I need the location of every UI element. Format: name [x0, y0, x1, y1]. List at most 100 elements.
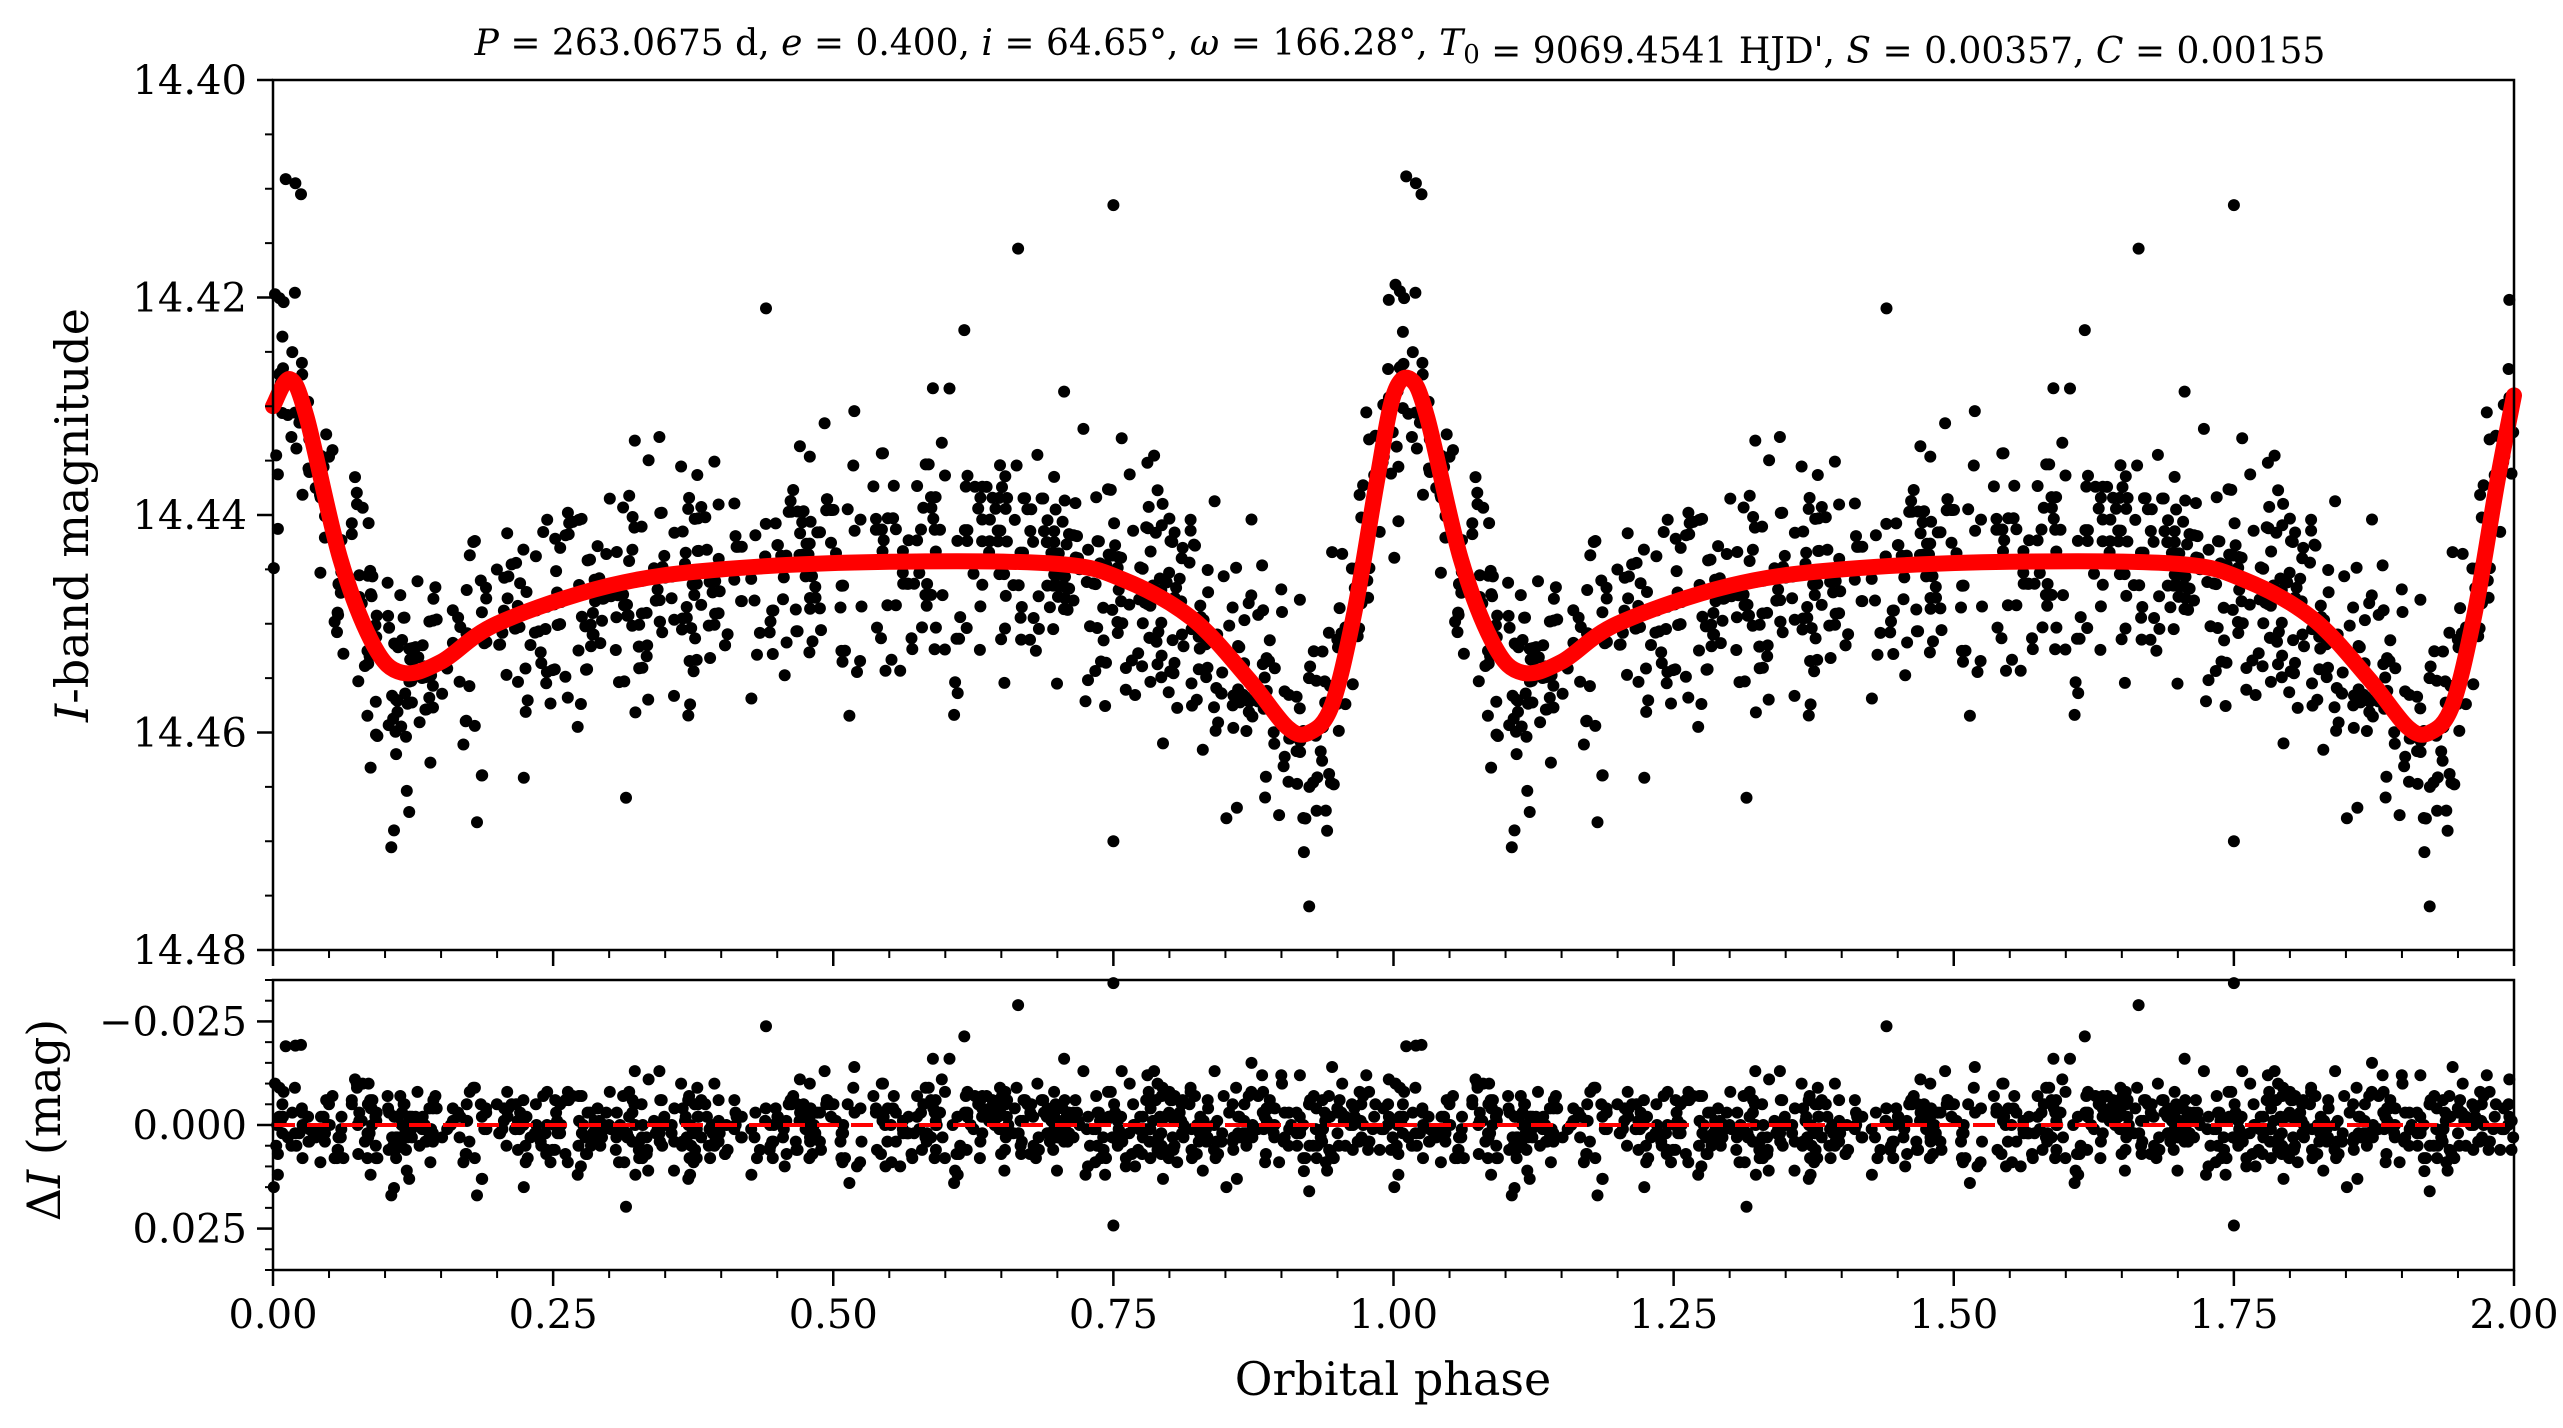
residual-point — [551, 1127, 564, 1140]
data-point — [1032, 590, 1045, 603]
data-point — [2014, 664, 2027, 677]
data-point — [1971, 666, 1984, 678]
residual-point — [2217, 1131, 2230, 1144]
residual-point — [2158, 1106, 2171, 1119]
data-point — [1360, 406, 1373, 419]
residual-point — [1733, 1156, 1746, 1169]
data-point — [683, 655, 696, 667]
residual-point — [2340, 1181, 2353, 1194]
data-point — [1155, 649, 1168, 662]
residual-point — [636, 1119, 649, 1131]
residual-point — [369, 1139, 382, 1152]
residual-point — [841, 1098, 854, 1111]
data-point — [1753, 662, 1766, 675]
data-point — [927, 512, 940, 525]
data-point — [387, 712, 400, 725]
data-point — [2358, 614, 2371, 627]
residual-point — [700, 1110, 713, 1123]
data-point — [2283, 686, 2296, 699]
x-tick-label: 1.50 — [1909, 1292, 1998, 1338]
residual-point — [1196, 1164, 1209, 1177]
residual-point — [1166, 1094, 1179, 1107]
residual-point — [2231, 1135, 2244, 1148]
residual-point — [1856, 1131, 1869, 1144]
data-point — [1774, 594, 1787, 607]
residual-point — [729, 1106, 742, 1119]
data-point — [939, 469, 951, 482]
residual-point — [575, 1090, 588, 1102]
data-point — [574, 698, 587, 710]
residual-point — [1276, 1077, 1288, 1090]
residual-point — [1211, 1114, 1224, 1127]
residual-point — [1800, 1110, 1813, 1123]
data-point — [1956, 579, 1969, 592]
data-point — [1556, 687, 1569, 700]
residual-point — [2404, 1123, 2417, 1136]
residual-point — [665, 1127, 678, 1140]
residual-point — [2059, 1085, 2072, 1098]
data-point — [1502, 609, 1515, 622]
data-point — [2474, 488, 2487, 501]
residual-point — [362, 1131, 375, 1144]
data-point — [1519, 687, 1532, 700]
data-point — [1968, 405, 1981, 418]
data-point — [2284, 665, 2297, 678]
data-point — [2226, 603, 2239, 616]
y-tick-label: 0.025 — [132, 1207, 247, 1253]
data-point — [1440, 428, 1453, 441]
data-point — [1123, 468, 1136, 481]
residual-point — [1107, 1219, 1120, 1232]
x-tick-label: 1.75 — [2189, 1292, 2278, 1338]
data-point — [2189, 497, 2202, 510]
data-point — [2393, 809, 2406, 822]
residual-point — [1939, 1065, 1952, 1078]
residual-point — [2306, 1152, 2319, 1165]
data-point — [2338, 570, 2351, 583]
residual-point — [2309, 1090, 2322, 1102]
residual-point — [2081, 1143, 2094, 1156]
residual-point — [1012, 999, 1025, 1012]
residual-point — [712, 1094, 725, 1107]
data-point — [1038, 525, 1050, 538]
data-point — [633, 640, 646, 653]
data-point — [1532, 651, 1545, 664]
data-point — [1738, 599, 1751, 612]
data-point — [972, 502, 985, 515]
data-point — [1520, 730, 1533, 743]
data-point — [494, 638, 507, 651]
data-point — [1865, 692, 1878, 705]
data-point — [809, 580, 822, 593]
data-point — [825, 536, 837, 549]
data-point — [2094, 600, 2107, 613]
data-point — [1611, 563, 1624, 576]
data-point — [271, 468, 284, 481]
data-point — [362, 517, 375, 530]
data-point — [2171, 677, 2184, 690]
residual-point — [1786, 1127, 1799, 1140]
residual-point — [867, 1090, 880, 1102]
residual-point — [854, 1156, 867, 1169]
data-point — [1056, 515, 1069, 528]
data-point — [2431, 771, 2444, 784]
data-point — [642, 693, 655, 706]
residual-point — [1061, 1135, 1074, 1148]
data-point — [1679, 670, 1692, 683]
data-point — [2440, 804, 2453, 817]
data-point — [695, 598, 708, 611]
data-point — [457, 738, 470, 751]
data-point — [2297, 541, 2310, 554]
data-point — [1891, 539, 1904, 552]
residual-point — [1701, 1148, 1714, 1160]
data-point — [403, 806, 416, 818]
data-point — [2272, 484, 2285, 497]
data-point — [2236, 432, 2249, 445]
data-point — [2144, 633, 2157, 646]
residual-point — [370, 1106, 383, 1119]
data-point — [749, 529, 762, 542]
residual-point — [1177, 1131, 1190, 1144]
data-point — [1297, 812, 1310, 824]
residual-point — [1170, 1110, 1183, 1123]
data-point — [626, 543, 639, 556]
data-point — [943, 382, 956, 395]
residual-point — [1171, 1156, 1184, 1169]
